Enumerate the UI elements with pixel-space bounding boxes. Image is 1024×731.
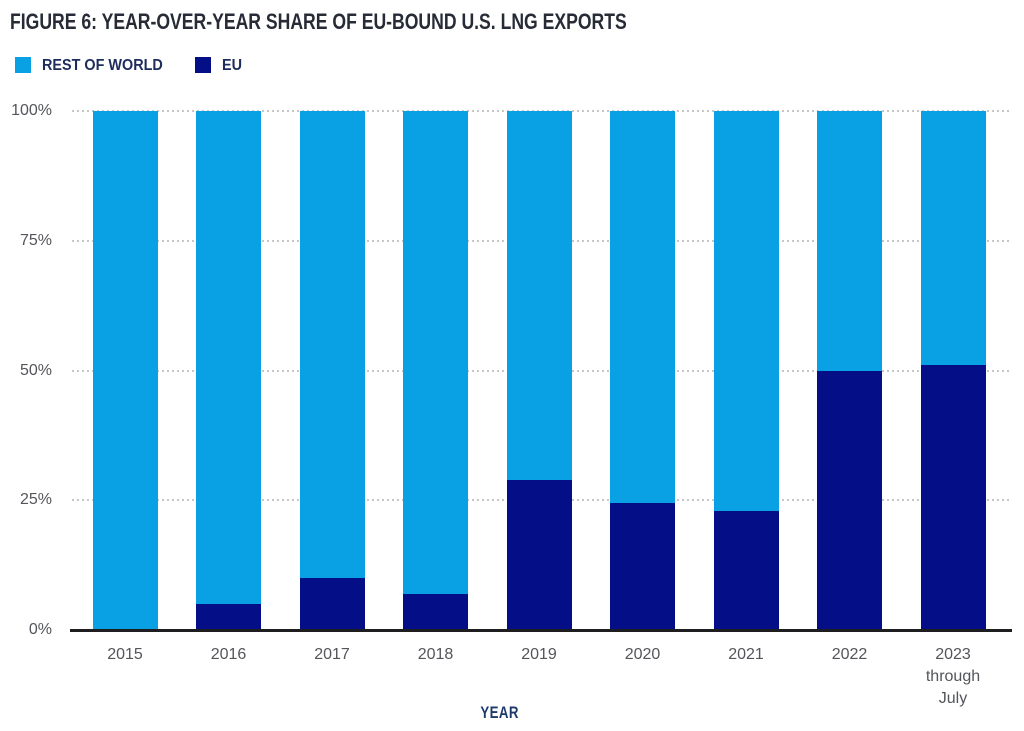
y-tick-label-100: 100% — [11, 102, 52, 119]
x-tick-label-2015: 2015 — [107, 646, 143, 663]
y-axis-tick-labels: 0% 25% 50% 75% 100% — [0, 102, 52, 638]
legend-label-eu: EU — [222, 57, 243, 74]
y-tick-label-0: 0% — [28, 621, 52, 638]
legend-label-rest-of-world: REST OF WORLD — [42, 57, 163, 74]
bar-segment-eu-2019 — [506, 479, 572, 630]
x-axis-line — [70, 629, 1012, 632]
bar-segment-eu-2023 — [920, 365, 986, 630]
bar-2018 — [403, 111, 468, 630]
bar-segment-eu-2020 — [610, 502, 675, 630]
legend-swatch-eu — [195, 57, 211, 73]
bar-2021 — [713, 111, 779, 630]
bar-segment-eu-2022 — [817, 370, 882, 630]
bar-2023 — [920, 111, 986, 630]
bar-2015 — [92, 111, 158, 630]
x-axis-tick-labels: 2015 2016 2017 2018 2019 2020 2021 2022 2023 thro… — [72, 644, 1012, 714]
bar-segment-eu-2017 — [299, 578, 365, 630]
legend-swatch-rest-of-world — [15, 57, 31, 73]
y-tick-label-75: 75% — [19, 231, 52, 249]
x-tick-label-2017: 2017 — [314, 646, 350, 663]
x-tick-label-2021: 2021 — [728, 646, 764, 663]
x-tick-label-2016: 2016 — [210, 646, 247, 663]
x-tick-label-2019: 2019 — [521, 646, 557, 663]
plot-area — [72, 110, 1012, 630]
x-tick-label-2022: 2022 — [831, 646, 868, 663]
x-tick-label-2023: 2023 through July — [925, 646, 981, 707]
x-axis-title-wrap: YEAR — [400, 703, 600, 723]
y-tick-label-25: 25% — [19, 491, 52, 509]
bar-segment-eu-2016 — [196, 604, 261, 630]
x-axis-title: YEAR — [480, 703, 520, 722]
bar-2016 — [196, 111, 261, 630]
bar-2017 — [299, 111, 365, 630]
bar-2019 — [506, 111, 572, 630]
bar-segment-eu-2018 — [403, 593, 468, 630]
x-tick-label-2018: 2018 — [417, 646, 454, 663]
chart-legend: REST OF WORLD EU — [0, 56, 1024, 76]
y-tick-label-50: 50% — [19, 361, 52, 379]
bar-2020 — [610, 111, 675, 630]
chart-title: FIGURE 6: YEAR-OVER-YEAR SHARE OF EU-BOU… — [10, 9, 627, 34]
x-tick-label-2020: 2020 — [624, 646, 661, 663]
bar-segment-eu-2021 — [713, 510, 779, 630]
bar-2022 — [817, 111, 882, 630]
